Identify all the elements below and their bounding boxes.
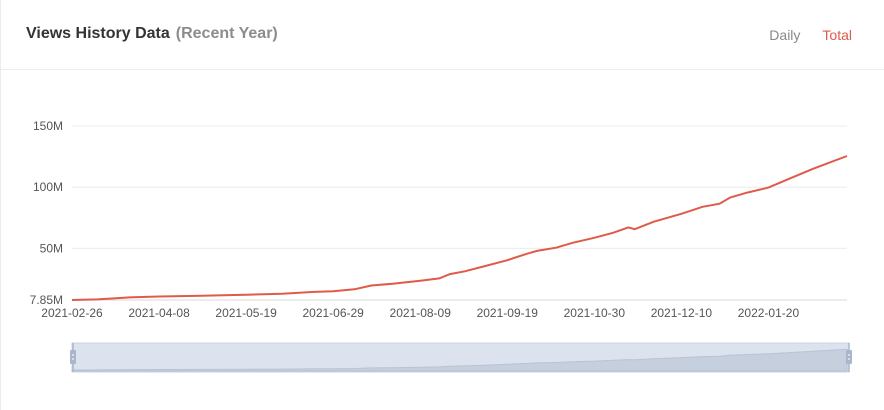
x-tick-label: 2022-01-20 — [738, 306, 800, 320]
slider-preview-area — [71, 348, 848, 372]
card-title: Views History Data (Recent Year) — [26, 25, 278, 43]
slider-handle-right[interactable] — [846, 343, 852, 372]
x-tick-label: 2021-04-08 — [128, 306, 190, 320]
card-header: Views History Data (Recent Year) Daily To… — [1, 0, 884, 70]
tab-daily[interactable]: Daily — [769, 27, 801, 43]
view-mode-tabs: Daily Total — [769, 27, 852, 43]
slider-handle-left[interactable] — [70, 343, 76, 372]
y-axis-ticks: 7.85M 50M 100M 150M — [30, 119, 63, 307]
x-tick-label: 2021-09-19 — [477, 306, 539, 320]
y-tick-label: 100M — [33, 180, 63, 194]
x-tick-label: 2021-06-29 — [302, 306, 364, 320]
grid-lines — [72, 125, 847, 301]
card-subtitle: (Recent Year) — [175, 25, 278, 42]
x-tick-label: 2021-10-30 — [564, 306, 626, 320]
y-tick-label: 7.85M — [30, 293, 63, 307]
series-line-total-views — [71, 155, 848, 301]
x-tick-label: 2021-08-09 — [390, 306, 452, 320]
y-tick-label: 150M — [33, 119, 63, 133]
tab-total[interactable]: Total — [822, 27, 852, 43]
card-title-text: Views History Data — [26, 25, 170, 42]
data-zoom-slider[interactable] — [70, 342, 852, 373]
x-tick-label: 2021-12-10 — [651, 306, 713, 320]
x-tick-label: 2021-05-19 — [215, 306, 277, 320]
x-axis-ticks: 2021-02-26 2021-04-08 2021-05-19 2021-06-29… — [41, 306, 799, 320]
y-tick-label: 50M — [40, 241, 63, 255]
x-tick-label: 2021-02-26 — [41, 306, 103, 320]
